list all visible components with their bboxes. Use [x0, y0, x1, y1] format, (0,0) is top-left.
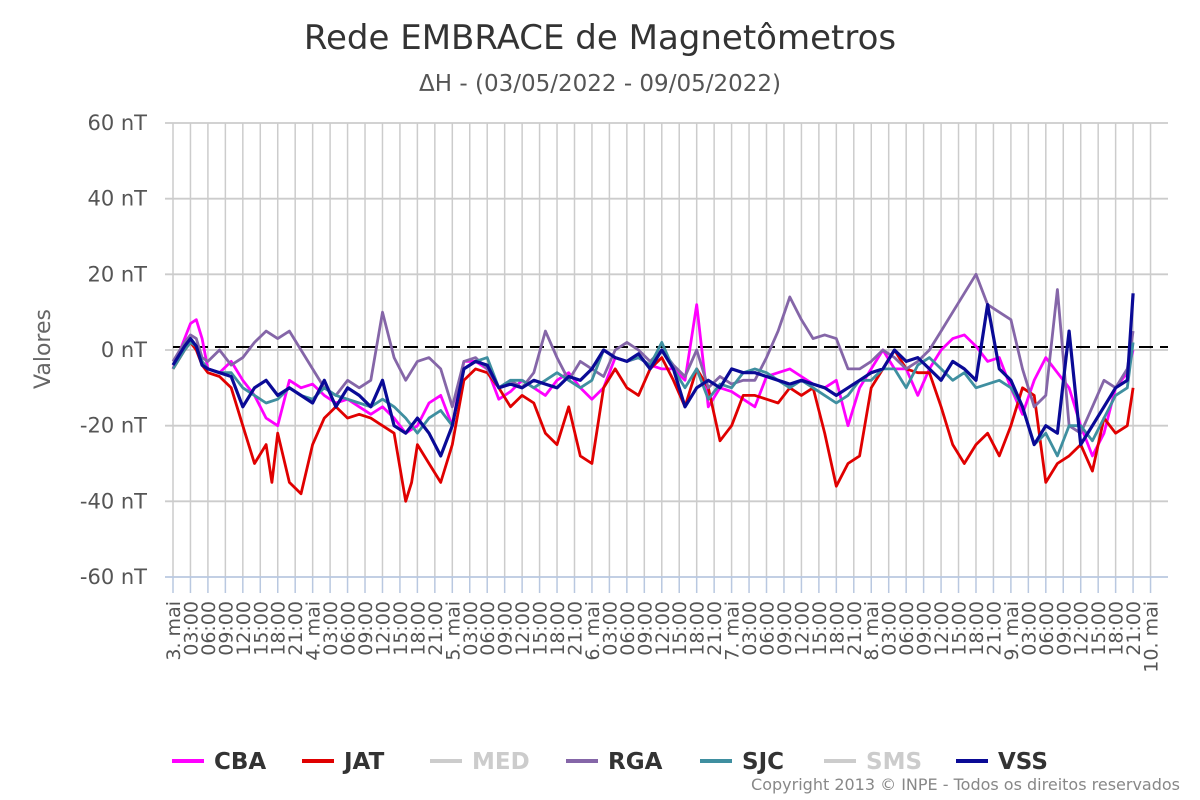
legend-label: SMS	[866, 749, 922, 775]
legend-item-jat[interactable]: JAT	[302, 749, 385, 775]
x-tick-label: 5. mai	[442, 601, 464, 661]
y-tick-label: 20 nT	[87, 262, 147, 286]
x-tick-label: 21:00	[704, 601, 726, 656]
series-line-vss	[171, 293, 1135, 458]
x-tick-label: 09:00	[1053, 601, 1075, 656]
x-tick-label: 09:00	[634, 601, 656, 656]
y-tick-label: 60 nT	[87, 111, 147, 135]
y-tick-label: 0 nT	[101, 338, 147, 362]
y-axis-ticks: 60 nT 40 nT 20 nT 0 nT -20 nT -40 nT -60 nT	[80, 111, 147, 589]
legend: CBA JAT MED RGA SJC SMS VSS	[172, 749, 1048, 775]
x-tick-label: 18:00	[826, 601, 848, 656]
x-axis-ticks: 3. mai03:0006:0009:0012:0015:0018:0021:0…	[163, 577, 1163, 673]
x-tick-label: 12:00	[1071, 601, 1093, 656]
x-tick-label: 21:00	[1123, 601, 1145, 656]
y-tick-label: -40 nT	[80, 489, 147, 513]
x-tick-label: 7. mai	[722, 601, 744, 661]
x-tick-label: 09:00	[495, 601, 517, 656]
x-tick-label: 09:00	[774, 601, 796, 656]
x-tick-label: 03:00	[460, 601, 482, 656]
x-tick-label: 21:00	[844, 601, 866, 656]
x-tick-label: 03:00	[320, 601, 342, 656]
x-tick-label: 06:00	[198, 601, 220, 656]
x-tick-label: 15:00	[809, 601, 831, 656]
y-tick-label: -60 nT	[80, 565, 147, 589]
x-tick-label: 8. mai	[861, 601, 883, 661]
x-tick-label: 21:00	[425, 601, 447, 656]
x-tick-label: 03:00	[739, 601, 761, 656]
x-tick-label: 03:00	[180, 601, 202, 656]
legend-item-sms[interactable]: SMS	[824, 749, 922, 775]
x-tick-label: 15:00	[1088, 601, 1110, 656]
chart-subtitle: ΔH - (03/05/2022 - 09/05/2022)	[419, 71, 781, 97]
x-tick-label: 18:00	[966, 601, 988, 656]
x-tick-label: 06:00	[338, 601, 360, 656]
x-tick-label: 15:00	[669, 601, 691, 656]
x-tick-label: 06:00	[477, 601, 499, 656]
x-tick-label: 21:00	[983, 601, 1005, 656]
x-tick-label: 06:00	[757, 601, 779, 656]
legend-label: MED	[472, 749, 530, 775]
x-tick-label: 06:00	[896, 601, 918, 656]
x-tick-label: 9. mai	[1001, 601, 1023, 661]
x-tick-label: 12:00	[512, 601, 534, 656]
y-tick-label: -20 nT	[80, 414, 147, 438]
x-tick-label: 18:00	[547, 601, 569, 656]
x-tick-label: 6. mai	[582, 601, 604, 661]
legend-item-sjc[interactable]: SJC	[700, 749, 784, 775]
x-tick-label: 3. mai	[163, 601, 185, 661]
x-tick-label: 03:00	[599, 601, 621, 656]
x-tick-label: 09:00	[215, 601, 237, 656]
x-tick-label: 12:00	[791, 601, 813, 656]
legend-item-rga[interactable]: RGA	[566, 749, 663, 775]
chart-title: Rede EMBRACE de Magnetômetros	[304, 18, 896, 58]
legend-label: SJC	[742, 749, 784, 775]
x-tick-label: 12:00	[652, 601, 674, 656]
x-tick-label: 18:00	[1106, 601, 1128, 656]
legend-label: VSS	[998, 749, 1048, 775]
x-tick-label: 09:00	[355, 601, 377, 656]
legend-item-med[interactable]: MED	[430, 749, 530, 775]
legend-label: JAT	[342, 749, 385, 775]
x-tick-label: 15:00	[250, 601, 272, 656]
x-tick-label: 21:00	[564, 601, 586, 656]
x-tick-label: 03:00	[879, 601, 901, 656]
x-tick-label: 06:00	[617, 601, 639, 656]
x-tick-label: 12:00	[931, 601, 953, 656]
x-tick-label: 03:00	[1018, 601, 1040, 656]
series-line-rga	[171, 272, 1135, 435]
legend-item-cba[interactable]: CBA	[172, 749, 266, 775]
credits[interactable]: Copyright 2013 © INPE - Todos os direito…	[751, 775, 1180, 794]
x-tick-label: 18:00	[407, 601, 429, 656]
legend-item-vss[interactable]: VSS	[956, 749, 1048, 775]
x-tick-label: 09:00	[914, 601, 936, 656]
x-tick-label: 15:00	[530, 601, 552, 656]
x-tick-label: 18:00	[268, 601, 290, 656]
series-line-jat	[171, 340, 1135, 503]
x-tick-label: 12:00	[233, 601, 255, 656]
y-tick-label: 40 nT	[87, 187, 147, 211]
x-tick-label: 15:00	[949, 601, 971, 656]
x-tick-label: 18:00	[687, 601, 709, 656]
legend-label: CBA	[214, 749, 266, 775]
y-axis-title: Valores	[31, 309, 56, 389]
x-tick-label: 12:00	[372, 601, 394, 656]
series-lines	[171, 272, 1135, 503]
x-tick-label: 15:00	[390, 601, 412, 656]
x-tick-label: 06:00	[1036, 601, 1058, 656]
x-tick-label: 10. mai	[1141, 601, 1163, 673]
legend-label: RGA	[608, 749, 663, 775]
x-tick-label: 21:00	[285, 601, 307, 656]
x-tick-label: 4. mai	[303, 601, 325, 661]
